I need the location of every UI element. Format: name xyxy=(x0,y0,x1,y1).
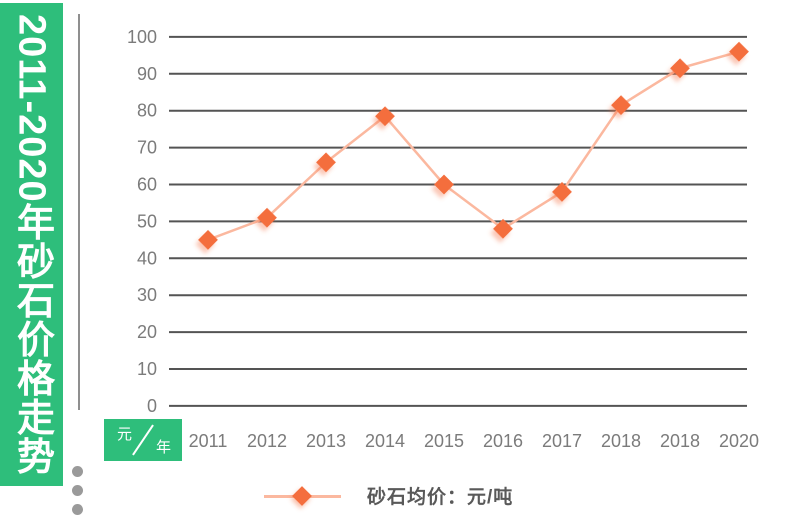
data-point-marker xyxy=(729,41,749,62)
y-tick-label: 40 xyxy=(137,248,157,268)
page-title: 2011-2020年砂石价格走势 xyxy=(10,13,53,476)
data-point-marker xyxy=(434,174,454,195)
x-tick-label: 2011 xyxy=(189,431,228,451)
x-tick-label: 2012 xyxy=(247,431,287,451)
data-point-marker xyxy=(316,152,336,173)
legend-label: 砂石均价：元/吨 xyxy=(367,487,514,508)
x-tick-label: 2018 xyxy=(660,431,700,451)
axis-unit-slash xyxy=(132,424,154,456)
price-trend-chart: 0 10 20 30 40 50 60 70 80 90 100 2011 2012 2013 2014 20… xyxy=(127,27,759,451)
data-point-marker xyxy=(670,58,690,79)
decor-dot xyxy=(72,466,83,477)
x-tick-label: 2018 xyxy=(601,431,641,451)
axis-unit-numerator: 元 xyxy=(117,426,133,443)
x-tick-label: 2016 xyxy=(483,431,523,451)
axis-unit-denominator: 年 xyxy=(155,439,171,456)
vertical-divider xyxy=(78,14,80,410)
y-tick-label: 0 xyxy=(147,396,157,416)
y-tick-label: 90 xyxy=(137,64,157,84)
y-tick-label: 30 xyxy=(137,285,157,305)
data-point-marker xyxy=(198,229,218,250)
legend-diamond-swatch xyxy=(292,485,312,506)
y-tick-label: 70 xyxy=(137,138,157,158)
legend: 砂石均价：元/吨 xyxy=(264,482,513,509)
y-tick-label: 60 xyxy=(137,175,157,195)
decor-dot xyxy=(72,485,83,496)
data-point-marker xyxy=(493,218,513,239)
x-tick-label: 2013 xyxy=(306,431,346,451)
axis-unit-box: 元 年 xyxy=(104,419,182,461)
y-tick-label: 80 xyxy=(137,101,157,121)
legend-marker-icon xyxy=(264,485,341,506)
y-tick-label: 50 xyxy=(137,211,157,231)
y-tick-label: 20 xyxy=(137,322,157,342)
data-line xyxy=(206,50,741,242)
data-point-marker xyxy=(611,95,631,116)
x-tick-label: 2014 xyxy=(365,431,405,451)
x-tick-label: 2017 xyxy=(542,431,582,451)
data-point-marker xyxy=(375,106,395,127)
data-point-marker xyxy=(257,207,277,228)
y-tick-label: 100 xyxy=(127,27,157,47)
y-tick-label: 10 xyxy=(137,359,157,379)
x-tick-label: 2020 xyxy=(719,431,759,451)
x-tick-label: 2015 xyxy=(424,431,464,451)
decor-dot xyxy=(72,504,83,515)
title-banner: 2011-2020年砂石价格走势 xyxy=(0,3,63,486)
